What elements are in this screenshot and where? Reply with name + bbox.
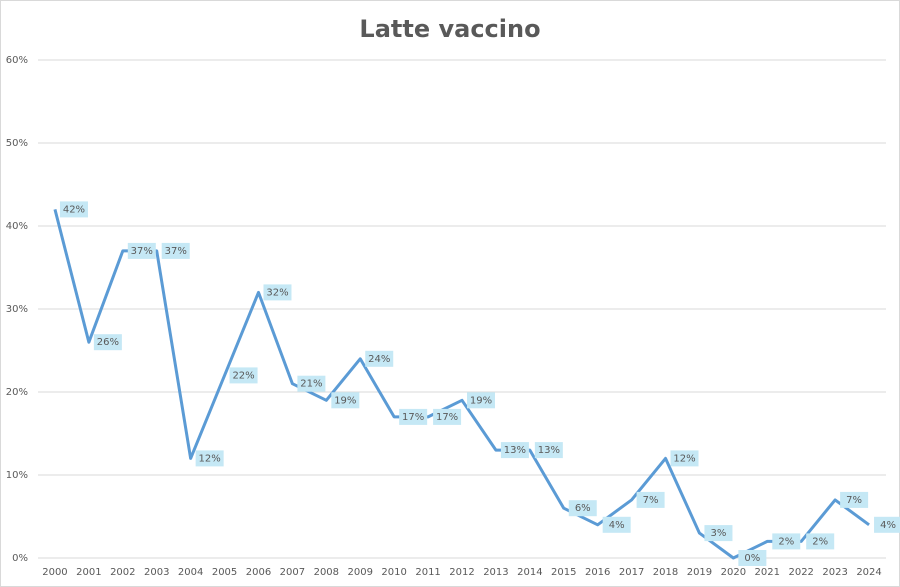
label-box [704,525,733,542]
data-label: 19% [470,395,492,406]
x-tick-label: 2001 [76,567,101,578]
label-box [229,367,258,384]
y-tick-label: 50% [6,138,28,149]
x-tick-label: 2000 [42,567,67,578]
label-box [399,408,428,425]
data-label: 21% [300,379,322,390]
label-box [467,392,495,409]
data-label: 4% [880,520,896,531]
label-box [534,442,563,459]
y-tick-label: 10% [6,470,28,481]
x-tick-label: 2007 [280,567,305,578]
x-tick-label: 2017 [619,567,644,578]
label-box [806,533,835,550]
label-box [127,242,156,259]
x-tick-label: 2008 [314,567,339,578]
label-box [670,450,699,467]
data-label: 7% [643,495,659,506]
label-box [331,392,360,409]
x-tick-label: 2003 [144,567,169,578]
chart-title: Latte vaccino [359,15,540,43]
data-label: 17% [436,412,458,423]
data-label: 4% [609,520,625,531]
x-tick-label: 2024 [856,567,881,578]
label-box [500,442,529,459]
data-label: 0% [744,553,760,564]
data-label: 19% [334,395,356,406]
y-tick-label: 30% [6,304,28,315]
label-box [874,516,900,533]
data-label: 12% [199,453,221,464]
label-box [365,350,394,367]
data-label: 6% [575,503,591,514]
y-tick-label: 0% [12,553,28,564]
label-box [195,450,224,467]
data-label: 12% [673,453,695,464]
x-tick-label: 2014 [517,567,542,578]
data-label: 22% [232,370,254,381]
x-tick-label: 2021 [755,567,780,578]
label-box [297,375,326,392]
data-label: 37% [165,246,187,257]
data-label: 32% [266,287,288,298]
label-box [59,201,88,218]
label-box [602,516,631,533]
x-tick-label: 2019 [687,567,712,578]
data-label: 13% [538,445,560,456]
x-tick-label: 2004 [178,567,203,578]
x-tick-label: 2009 [348,567,373,578]
x-tick-label: 2023 [822,567,847,578]
data-label: 2% [812,536,828,547]
x-tick-label: 2020 [721,567,746,578]
x-tick-label: 2018 [653,567,678,578]
data-label: 2% [778,536,794,547]
data-label: 3% [711,528,727,539]
label-box [93,334,122,351]
data-label: 42% [63,204,85,215]
x-tick-label: 2011 [415,567,440,578]
label-box [772,533,801,550]
data-label: 24% [368,354,390,365]
label-box [433,408,462,425]
label-box [161,242,190,259]
x-tick-label: 2022 [788,567,813,578]
data-line [53,209,870,560]
label-box [840,491,869,508]
x-tick-label: 2015 [551,567,576,578]
data-label: 17% [402,412,424,423]
label-box [568,500,597,517]
label-box [636,491,665,508]
x-tick-label: 2006 [246,567,271,578]
x-tick-label: 2016 [585,567,610,578]
y-tick-label: 60% [6,55,28,66]
x-tick-label: 2010 [381,567,406,578]
data-label: 37% [131,246,153,257]
data-label: 26% [97,337,119,348]
x-tick-label: 2002 [110,567,135,578]
x-tick-label: 2005 [212,567,237,578]
y-tick-label: 20% [6,387,28,398]
data-label: 13% [504,445,526,456]
y-tick-label: 40% [6,221,28,232]
label-box [263,284,292,301]
x-tick-label: 2012 [449,567,474,578]
data-label: 7% [846,495,862,506]
label-box [738,550,767,566]
x-tick-label: 2013 [483,567,508,578]
